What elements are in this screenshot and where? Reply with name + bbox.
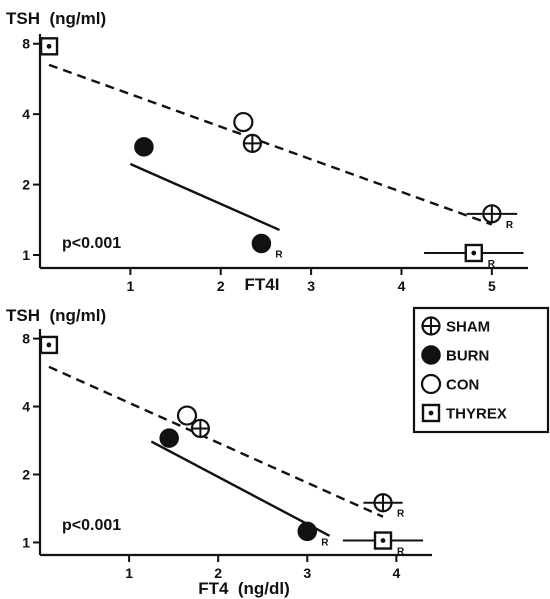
point-thyrex: [39, 335, 59, 355]
point-flag-mark: R: [397, 509, 405, 520]
point-flag-mark: R: [488, 259, 496, 270]
y-tick-label: 2: [22, 177, 30, 193]
legend-label: SHAM: [446, 319, 490, 336]
x-tick-label: 2: [217, 278, 225, 294]
legend-item-con: CON: [420, 373, 479, 395]
x-tick-label: 3: [303, 565, 311, 581]
p-value-annotation: p<0.001: [62, 517, 121, 534]
axes: 1 2 3 4 5 1 2 4 8: [22, 34, 528, 294]
legend-marker-sham: [421, 316, 441, 336]
point-sham: [373, 493, 393, 513]
y-tick-label: 4: [22, 399, 30, 415]
point-sham: [242, 133, 262, 153]
fit-lines: [48, 63, 493, 232]
legend: SHAM BURN CON THYREX: [412, 306, 550, 434]
dashed-fit-line: [48, 63, 493, 226]
axes: 1 2 3 4 1 2 4 8: [22, 329, 432, 581]
legend-marker-burn: [421, 345, 441, 365]
data-points: R R R: [39, 37, 524, 270]
chart-panel-bottom: TSH (ng/ml) FT4 (ng/dl) p<0.001 1 2 3 4 1 2 4 8…: [6, 306, 432, 598]
legend-item-sham: SHAM: [421, 316, 490, 336]
x-tick-label: 4: [392, 565, 400, 581]
p-value-annotation: p<0.001: [62, 235, 121, 252]
x-tick-label: 4: [398, 278, 406, 294]
legend-item-thyrex: THYREX: [421, 403, 507, 423]
x-tick-label: 1: [125, 565, 133, 581]
point-con: [233, 111, 254, 133]
legend-label: CON: [446, 377, 479, 394]
fit-lines: [48, 365, 384, 537]
y-tick-label: 1: [22, 247, 30, 263]
point-flag-mark: R: [275, 249, 283, 260]
x-tick-label: 2: [214, 565, 222, 581]
point-sham: [482, 204, 502, 224]
y-tick-label: 2: [22, 467, 30, 483]
y-axis-title: TSH (ng/ml): [6, 9, 106, 28]
point-flag-mark: R: [321, 537, 329, 548]
point-sham: [190, 418, 210, 439]
point-flag-mark: R: [506, 220, 514, 231]
legend-label: THYREX: [446, 406, 507, 423]
point-burn: [297, 521, 318, 542]
point-burn: [134, 137, 154, 157]
point-thyrex: [373, 531, 393, 550]
legend-label: BURN: [446, 348, 489, 365]
data-points: R R R: [39, 335, 424, 558]
x-tick-label: 5: [488, 278, 496, 294]
x-axis-title: FT4 (ng/dl): [198, 579, 290, 598]
legend-marker-con: [420, 373, 442, 395]
x-tick-label: 3: [307, 278, 315, 294]
point-burn: [251, 233, 272, 254]
point-flag-mark: R: [397, 547, 405, 558]
point-thyrex: [464, 243, 483, 263]
y-tick-label: 1: [22, 534, 30, 550]
legend-item-burn: BURN: [421, 345, 489, 365]
x-axis-title: FT4I: [245, 275, 280, 294]
y-tick-label: 8: [22, 36, 30, 52]
solid-fit-line: [129, 162, 280, 232]
y-tick-label: 8: [22, 331, 30, 347]
x-tick-label: 1: [126, 278, 134, 294]
point-burn: [159, 428, 179, 448]
dashed-fit-line: [48, 365, 384, 518]
legend-marker-thyrex: [421, 403, 441, 423]
y-tick-label: 4: [22, 106, 30, 122]
point-con: [176, 405, 198, 426]
chart-panel-top: TSH (ng/ml) FT4I p<0.001 1 2 3 4 5 1 2 4 8 R R R: [6, 9, 528, 294]
y-axis-title: TSH (ng/ml): [6, 306, 106, 325]
solid-fit-line: [150, 440, 331, 537]
point-thyrex: [39, 37, 59, 56]
